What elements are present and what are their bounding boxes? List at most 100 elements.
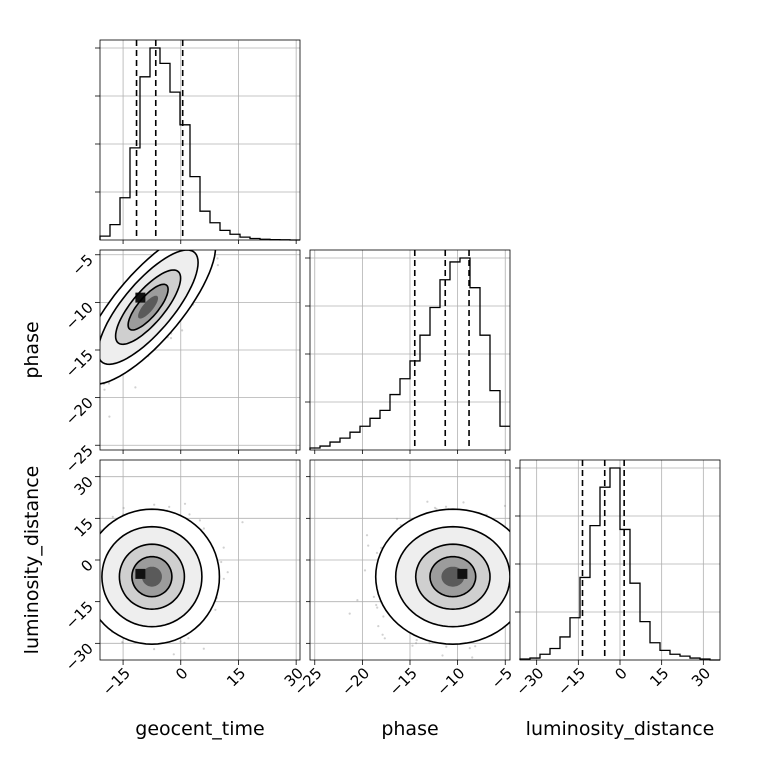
panel-inner (46, 208, 300, 450)
sample-point (196, 247, 198, 249)
panel-inner (310, 460, 547, 663)
x-tick-label: −20 (338, 664, 373, 699)
sample-point (153, 648, 156, 651)
sample-point (415, 639, 418, 642)
sample-point (198, 232, 200, 234)
sample-point (189, 244, 191, 246)
sample-point (375, 551, 379, 555)
plot-area: −15 0 15 30−25 −20 −15 −10 −5−30 −15 0 15 30−25−20−… (46, 39, 721, 699)
contour-level-1 (414, 543, 491, 611)
x-tick-label: 0 (172, 664, 191, 683)
histogram-step-geocent-time (99, 47, 300, 241)
sample-point (168, 505, 171, 508)
sample-point (91, 345, 93, 347)
sample-point (96, 353, 98, 355)
sample-point (433, 506, 437, 509)
sample-point (365, 534, 369, 537)
sample-point (93, 585, 95, 587)
x-tick-label: 30 (688, 664, 714, 690)
y-tick-label: −15 (62, 346, 97, 381)
sample-point (510, 583, 512, 585)
sample-point (376, 606, 379, 609)
sample-point (188, 513, 191, 516)
contour-level-2 (100, 250, 199, 366)
sample-point (511, 589, 513, 591)
sample-point (372, 595, 375, 599)
sample-point (241, 521, 244, 524)
sample-point (96, 323, 98, 325)
histogram-luminosity-distance (515, 459, 721, 661)
sample-point (183, 641, 186, 644)
x-tick-label: 0 (611, 664, 630, 683)
sample-point (122, 506, 125, 510)
y-tick-label: 0 (77, 556, 96, 575)
sample-point (462, 501, 465, 504)
x-axis-luminosity-distance: −30 −15 0 15 30 (512, 660, 714, 699)
sample-point (512, 536, 514, 538)
sample-point (220, 560, 223, 564)
x-tick-label: −5 (488, 664, 516, 692)
panel-inner (88, 460, 300, 660)
sample-point (96, 575, 98, 577)
sample-point (222, 242, 224, 244)
sample-point (202, 246, 204, 248)
sample-point (88, 338, 90, 340)
sample-point (526, 589, 528, 591)
sample-point (202, 527, 205, 530)
sample-point (377, 625, 380, 628)
sample-point (216, 264, 219, 267)
sample-point (95, 323, 97, 325)
sample-point (89, 341, 91, 343)
sample-point (222, 546, 225, 549)
sample-point (46, 388, 48, 390)
sample-point (95, 592, 97, 594)
sample-point (89, 371, 91, 373)
contour-level-1 (114, 269, 182, 346)
sample-point (545, 567, 547, 569)
density-peak (457, 568, 468, 579)
sample-point (499, 661, 501, 663)
sample-point (188, 208, 190, 210)
y-tick-label: −20 (62, 394, 97, 429)
sample-point (445, 645, 448, 648)
y-tick-label: −15 (62, 598, 97, 633)
sample-point (170, 241, 172, 243)
sample-point (185, 247, 187, 249)
sample-point (95, 370, 97, 372)
sample-point (89, 366, 91, 368)
sample-point (226, 571, 229, 574)
sample-point (512, 595, 514, 597)
sample-point (517, 554, 519, 556)
y-tick-label: 15 (71, 514, 97, 540)
sample-point (88, 586, 90, 588)
sample-point (222, 215, 224, 217)
sample-point (428, 642, 431, 645)
sample-point (97, 330, 99, 332)
sample-point (95, 354, 97, 356)
sample-point (214, 608, 217, 611)
sample-point (527, 570, 529, 572)
sample-point (90, 333, 92, 335)
sample-point (187, 637, 190, 640)
sample-point (93, 333, 95, 335)
sample-point (383, 637, 386, 640)
sample-point (174, 236, 176, 238)
sample-point (356, 599, 359, 602)
sample-point (107, 382, 111, 385)
sample-point (95, 386, 97, 388)
sample-point (380, 546, 383, 550)
contour-level-0 (131, 555, 173, 598)
contour-level-0 (429, 555, 477, 598)
sample-point (444, 505, 448, 508)
sample-point (90, 374, 92, 376)
sample-point (411, 644, 414, 647)
y-tick-label: 30 (71, 473, 97, 499)
y-axis-label-luminosity-distance: luminosity_distance (21, 466, 43, 655)
y-tick-label: −5 (68, 251, 96, 279)
contour-level-2 (394, 525, 510, 628)
sample-point (202, 647, 205, 650)
sample-point (503, 504, 507, 507)
sample-point (172, 653, 175, 656)
x-tick-label: −15 (99, 664, 134, 699)
